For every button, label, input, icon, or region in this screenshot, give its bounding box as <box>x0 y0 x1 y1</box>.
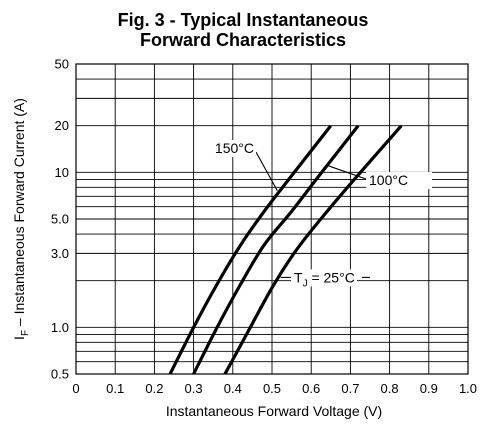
x-tick-label: 0.5 <box>263 381 281 396</box>
y-axis-label-text: – Instantaneous Forward Current (A) <box>11 98 27 330</box>
series-curve-2 <box>223 124 403 375</box>
x-tick-label: 0.7 <box>341 381 359 396</box>
chart-annotations: 150°C 100°C TJ = 25°C <box>202 140 432 289</box>
y-axis-label: IF – Instantaneous Forward Current (A) <box>11 98 31 340</box>
y-tick-label: 3.0 <box>51 246 69 261</box>
y-tick-label: 50 <box>55 57 69 72</box>
y-axis-ticks: 0.5 1.0 3.0 5.0 10 20 50 <box>51 57 69 382</box>
x-tick-label: 0 <box>72 381 79 396</box>
x-tick-label: 0.1 <box>106 381 124 396</box>
y-tick-label: 20 <box>55 118 69 133</box>
annotation-25c: TJ = 25°C <box>294 269 355 289</box>
x-tick-label: 0.9 <box>420 381 438 396</box>
x-axis-label: Instantaneous Forward Voltage (V) <box>166 403 382 419</box>
annotation-150c: 150°C <box>215 140 254 156</box>
series-curve-1 <box>192 124 360 375</box>
chart-title-line-2: Forward Characteristics <box>139 30 347 50</box>
chart-grid <box>75 63 469 375</box>
annotation-25c-background <box>291 269 357 287</box>
annotation-100c-background <box>366 172 432 189</box>
y-tick-label: 10 <box>55 165 69 180</box>
y-tick-label: 5.0 <box>51 212 69 227</box>
x-tick-label: 1.0 <box>459 381 477 396</box>
x-tick-label: 0.3 <box>185 381 203 396</box>
y-axis-label-subscript: F <box>20 330 31 336</box>
x-axis-ticks: 0 0.1 0.2 0.3 0.4 0.5 0.6 0.7 0.8 0.9 1.0 <box>72 381 477 396</box>
leader-line-100c <box>328 165 367 180</box>
y-tick-label: 1.0 <box>51 320 69 335</box>
y-tick-label: 0.5 <box>51 367 69 382</box>
annotation-100c: 100°C <box>369 172 408 188</box>
y-axis-label-symbol: I <box>11 336 27 340</box>
chart-curves <box>168 124 403 375</box>
leader-line-150c <box>255 151 278 191</box>
x-tick-label: 0.6 <box>302 381 320 396</box>
chart-title-line-1: Fig. 3 - Typical Instantaneous <box>117 10 369 30</box>
x-tick-label: 0.2 <box>145 381 163 396</box>
x-tick-label: 0.8 <box>381 381 399 396</box>
plot-area-frame <box>75 63 469 375</box>
series-curve-0 <box>168 124 333 375</box>
x-tick-label: 0.4 <box>224 381 242 396</box>
annotation-150c-background <box>202 140 256 157</box>
